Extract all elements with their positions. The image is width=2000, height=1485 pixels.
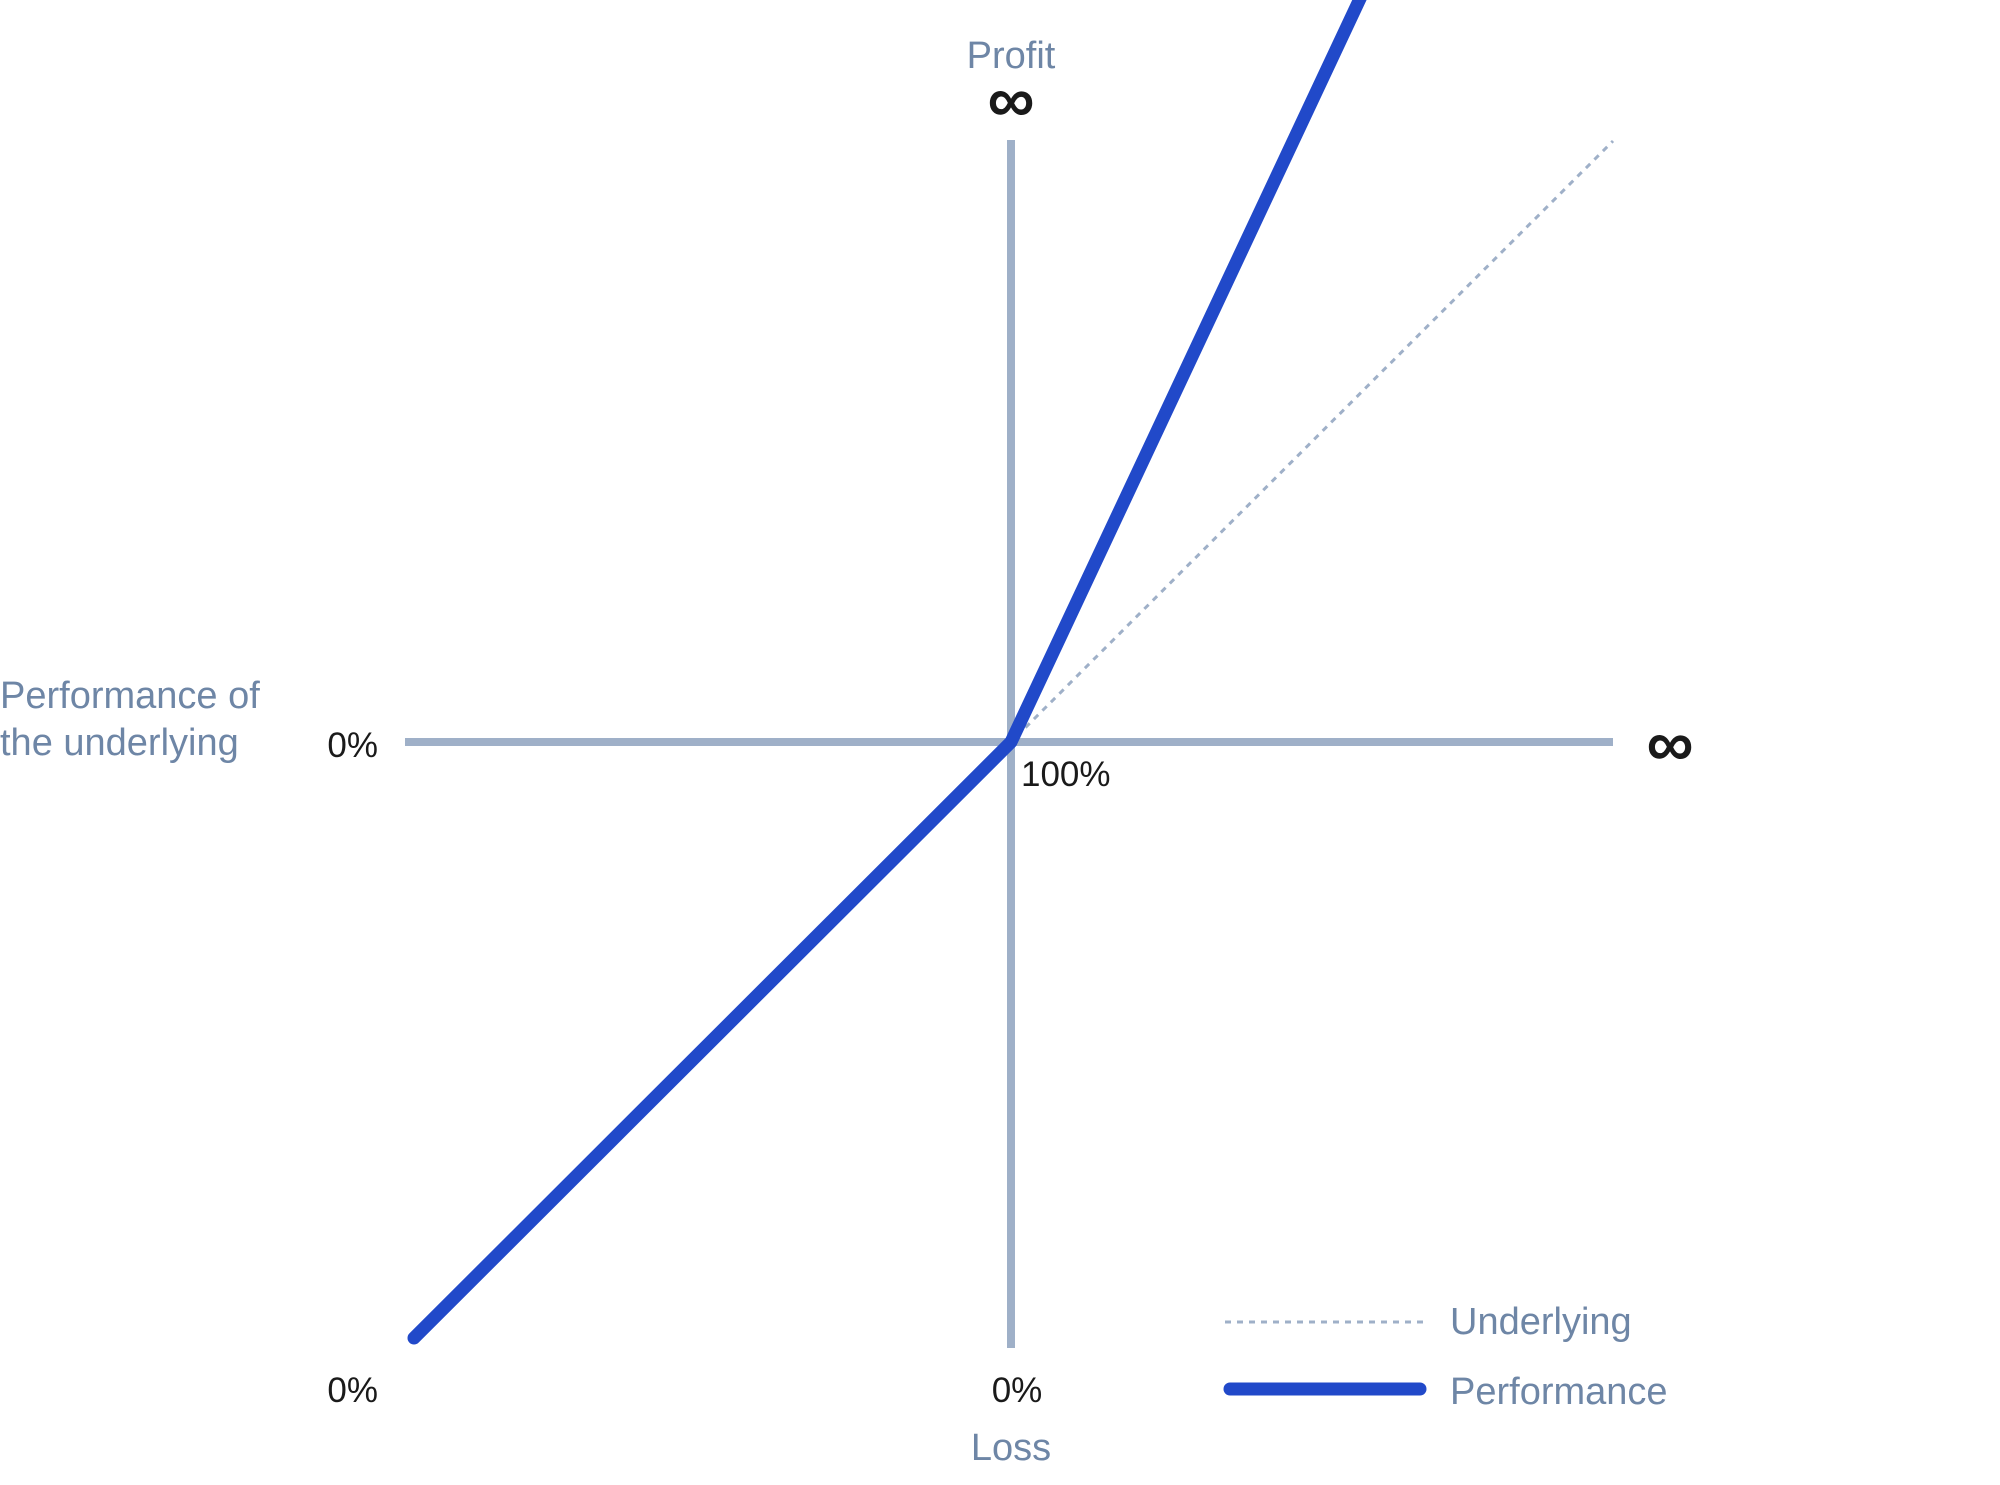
y-tick-label-infinity: ∞ — [987, 62, 1034, 136]
x-tick-label-origin: 0% — [992, 1371, 1043, 1410]
legend: Underlying Performance — [1223, 1301, 1668, 1413]
x-tick-label-center: 100% — [1021, 755, 1111, 794]
legend-performance-label: Performance — [1450, 1371, 1668, 1413]
y-tick-label-bottom: 0% — [327, 1371, 378, 1410]
y-axis-title-loss: Loss — [971, 1427, 1051, 1469]
x-tick-label-infinity: ∞ — [1646, 706, 1693, 780]
x-axis-title-line-1: Performance of — [0, 675, 260, 717]
y-axis-title-profit: Profit — [967, 35, 1056, 77]
legend-underlying-label: Underlying — [1450, 1301, 1632, 1343]
performance-series-line — [407, 0, 1367, 1345]
y-tick-label-center: 0% — [327, 726, 378, 765]
x-axis-title-line-2: the underlying — [0, 722, 239, 764]
